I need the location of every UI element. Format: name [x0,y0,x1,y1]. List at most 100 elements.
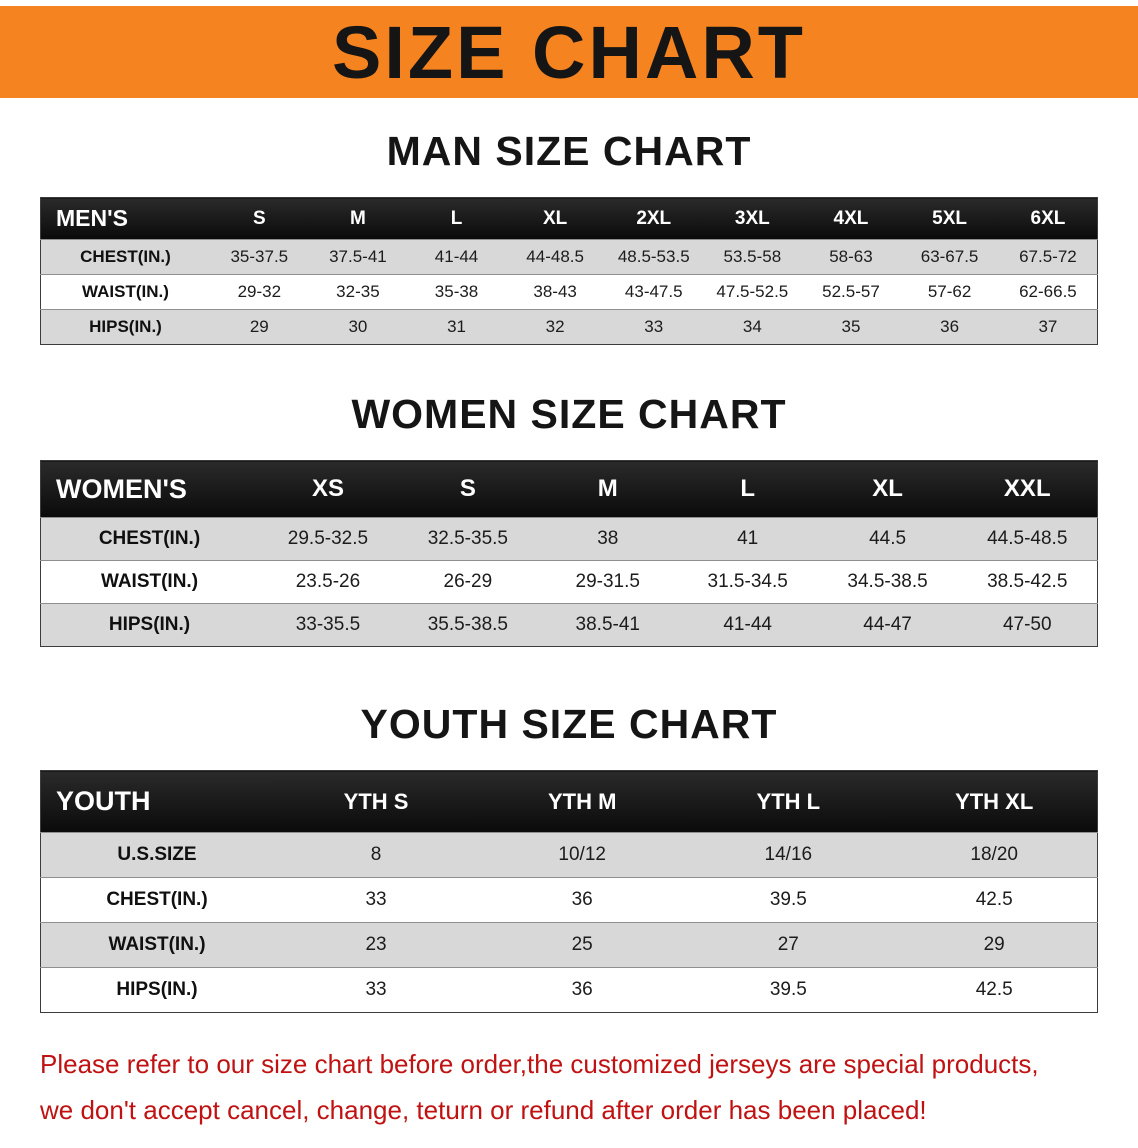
table-header-row: YOUTH YTH S YTH M YTH L YTH XL [40,770,1098,833]
table-row: WAIST(IN.) 29-32 32-35 35-38 38-43 43-47.5 47.… [40,274,1098,310]
size-value-cell: 41-44 [723,614,772,635]
size-column-header: 6XL [998,197,1098,240]
size-column-header: YTH S [273,770,480,833]
size-value-cell: 63-67.5 [920,247,979,266]
table-row: WAIST(IN.) 23 25 27 29 [40,922,1098,968]
size-column-header: L [407,197,506,240]
section-man-size-chart: MAN SIZE CHART MEN'S S M L XL 2XL 3XL 4XL 5XL 6XL… [0,128,1138,345]
size-value-cell: 38.5-42.5 [987,571,1068,592]
size-value-cell: 34 [742,317,762,336]
size-column-header: YTH XL [891,770,1098,833]
size-value-cell: 36 [571,889,593,910]
table-row: HIPS(IN.) 33 36 39.5 42.5 [40,967,1098,1013]
size-value-cell: 38.5-41 [575,614,640,635]
title-banner: SIZE CHART [0,6,1138,98]
size-value-cell: 44-48.5 [526,247,584,266]
size-column-header: XL [817,460,958,518]
size-value-cell: 37.5-41 [329,247,387,266]
size-column-header: 4XL [801,197,901,240]
size-value-cell: 35-37.5 [230,247,289,266]
size-value-cell: 41-44 [434,247,479,266]
page-title: SIZE CHART [332,10,806,94]
row-label: CHEST(IN.) [80,247,171,266]
size-column-header: S [210,197,309,240]
size-value-cell: 33-35.5 [295,614,361,635]
size-value-cell: 44.5-48.5 [987,528,1068,549]
size-value-cell: 41 [737,528,759,549]
table-corner-label: MEN'S [40,197,210,240]
size-value-cell: 23 [365,934,387,955]
size-value-cell: 39.5 [769,889,807,910]
size-value-cell: 47.5-52.5 [716,282,789,301]
youth-section-title: YOUTH SIZE CHART [360,701,778,747]
size-value-cell: 44.5 [869,528,907,549]
women-section-title: WOMEN SIZE CHART [351,391,787,437]
size-value-cell: 33 [365,889,387,910]
table-row: HIPS(IN.) 33-35.5 35.5-38.5 38.5-41 41-44 44-… [40,603,1098,647]
size-column-header: 2XL [604,197,704,240]
size-value-cell: 33 [365,979,387,1000]
table-row: CHEST(IN.) 33 36 39.5 42.5 [40,877,1098,923]
size-value-cell: 36 [571,979,593,1000]
table-corner-label: WOMEN'S [40,460,258,518]
size-value-cell: 32 [545,317,565,336]
size-value-cell: 53.5-58 [723,247,782,266]
size-column-header: YTH M [479,770,686,833]
size-value-cell: 34.5-38.5 [847,571,928,592]
size-value-cell: 39.5 [769,979,807,1000]
size-column-header: 5XL [900,197,999,240]
table-row: HIPS(IN.) 29 30 31 32 33 34 35 36 37 [40,309,1098,345]
size-value-cell: 44-47 [863,614,912,635]
size-value-cell: 10/12 [558,844,606,865]
row-label: WAIST(IN.) [82,282,169,301]
size-value-cell: 37 [1038,317,1058,336]
size-value-cell: 29-31.5 [575,571,640,592]
section-youth-size-chart: YOUTH SIZE CHART YOUTH YTH S YTH M YTH L YTH… [0,701,1138,1013]
table-header-row: MEN'S S M L XL 2XL 3XL 4XL 5XL 6XL [40,197,1098,240]
size-value-cell: 30 [348,317,368,336]
size-column-header: YTH L [685,770,892,833]
size-value-cell: 18/20 [970,844,1018,865]
size-value-cell: 31 [447,317,466,336]
size-value-cell: 33 [644,317,664,336]
women-size-table: WOMEN'S XS S M L XL XXL CHEST(IN.) 29.5-32.5 32.5… [40,460,1098,647]
size-value-cell: 29.5-32.5 [287,528,369,549]
size-column-header: M [537,460,678,518]
size-value-cell: 23.5-26 [295,571,361,592]
table-row: U.S.SIZE 8 10/12 14/16 18/20 [40,832,1098,878]
size-value-cell: 36 [940,317,960,336]
size-column-header: XXL [957,460,1098,518]
row-label: CHEST(IN.) [106,889,208,910]
size-column-header: XL [505,197,605,240]
row-label: HIPS(IN.) [89,317,162,336]
row-label: WAIST(IN.) [100,571,199,592]
size-value-cell: 32.5-35.5 [427,528,508,549]
size-value-cell: 58-63 [829,247,873,266]
size-value-cell: 38 [597,528,619,549]
table-row: CHEST(IN.) 29.5-32.5 32.5-35.5 38 41 44.5 44.5… [40,517,1098,561]
disclaimer-note: Please refer to our size chart before or… [40,1041,1138,1148]
table-row: CHEST(IN.) 35-37.5 37.5-41 41-44 44-48.5 48.5… [40,239,1098,275]
size-value-cell: 25 [571,934,593,955]
size-value-cell: 29-32 [237,282,282,301]
size-column-header: M [308,197,408,240]
size-value-cell: 29 [983,934,1005,955]
size-column-header: L [677,460,818,518]
size-value-cell: 35 [841,317,861,336]
row-label: CHEST(IN.) [98,528,201,549]
row-label: U.S.SIZE [117,844,197,865]
disclaimer-line-1: Please refer to our size chart before or… [40,1049,1039,1079]
table-header-row: WOMEN'S XS S M L XL XXL [40,460,1098,518]
size-value-cell: 43-47.5 [624,282,683,301]
man-section-title: MAN SIZE CHART [386,128,752,174]
section-women-size-chart: WOMEN SIZE CHART WOMEN'S XS S M L XL XXL CHEST(… [0,391,1138,647]
size-value-cell: 62-66.5 [1019,282,1077,301]
row-label: HIPS(IN.) [116,979,198,1000]
size-value-cell: 42.5 [975,889,1013,910]
size-column-header: 3XL [703,197,802,240]
table-row: WAIST(IN.) 23.5-26 26-29 29-31.5 31.5-34.5 34… [40,560,1098,604]
size-value-cell: 35-38 [434,282,479,301]
man-size-table: MEN'S S M L XL 2XL 3XL 4XL 5XL 6XL CHEST(IN.) 35-37… [40,197,1098,345]
size-value-cell: 48.5-53.5 [617,247,690,266]
